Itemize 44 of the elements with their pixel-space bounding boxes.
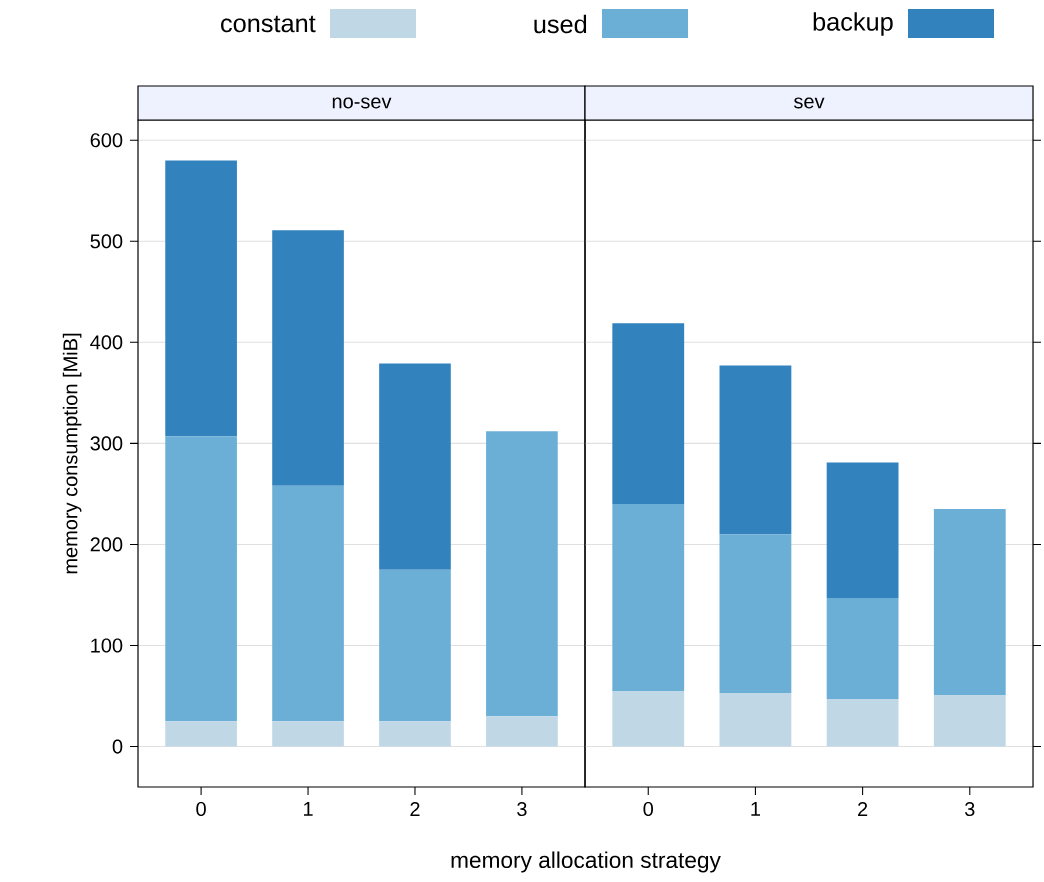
bar xyxy=(379,363,451,570)
legend-label: backup xyxy=(813,12,893,36)
bar xyxy=(612,504,685,691)
x-tick-label: 0 xyxy=(643,801,654,817)
x-axis-title: memory allocation strategy xyxy=(451,851,721,873)
bar xyxy=(826,598,899,700)
bar xyxy=(486,431,558,717)
x-tick-label: 0 xyxy=(196,801,206,817)
bar xyxy=(165,721,237,747)
bar xyxy=(379,721,451,747)
x-tick-label: 3 xyxy=(517,801,527,817)
bar xyxy=(486,716,558,747)
bar xyxy=(826,699,899,747)
y-axis-title: memory consumption [MiB] xyxy=(62,333,82,574)
y-tick-label: 200 xyxy=(90,537,123,552)
x-tick-label: 2 xyxy=(858,801,868,816)
bar xyxy=(379,569,451,722)
x-tick-label: 3 xyxy=(964,801,975,817)
bar xyxy=(165,436,237,722)
y-tick-label: 0 xyxy=(112,739,123,754)
bar xyxy=(719,534,792,694)
y-tick-label: 500 xyxy=(90,234,123,249)
bar xyxy=(272,485,344,722)
bar xyxy=(612,690,685,747)
legend-label: constant xyxy=(221,15,316,33)
y-tick-label: 100 xyxy=(91,638,123,653)
x-tick-label: 1 xyxy=(304,801,313,816)
bar xyxy=(933,695,1006,747)
y-tick-label: 300 xyxy=(90,436,123,451)
x-tick-label: 1 xyxy=(751,801,760,816)
bar xyxy=(165,160,237,437)
y-tick-label: 400 xyxy=(90,335,123,350)
bar xyxy=(272,230,344,486)
legend-label: used xyxy=(534,14,587,34)
chart-title: sev xyxy=(794,97,825,109)
bar xyxy=(719,693,792,747)
y-tick-label: 600 xyxy=(90,133,123,148)
bar xyxy=(719,365,792,535)
bar xyxy=(826,462,899,599)
chart-title: no-sev xyxy=(332,97,392,109)
bar xyxy=(272,721,344,747)
bar xyxy=(612,323,685,505)
bar xyxy=(933,509,1006,696)
x-tick-label: 2 xyxy=(410,801,420,816)
